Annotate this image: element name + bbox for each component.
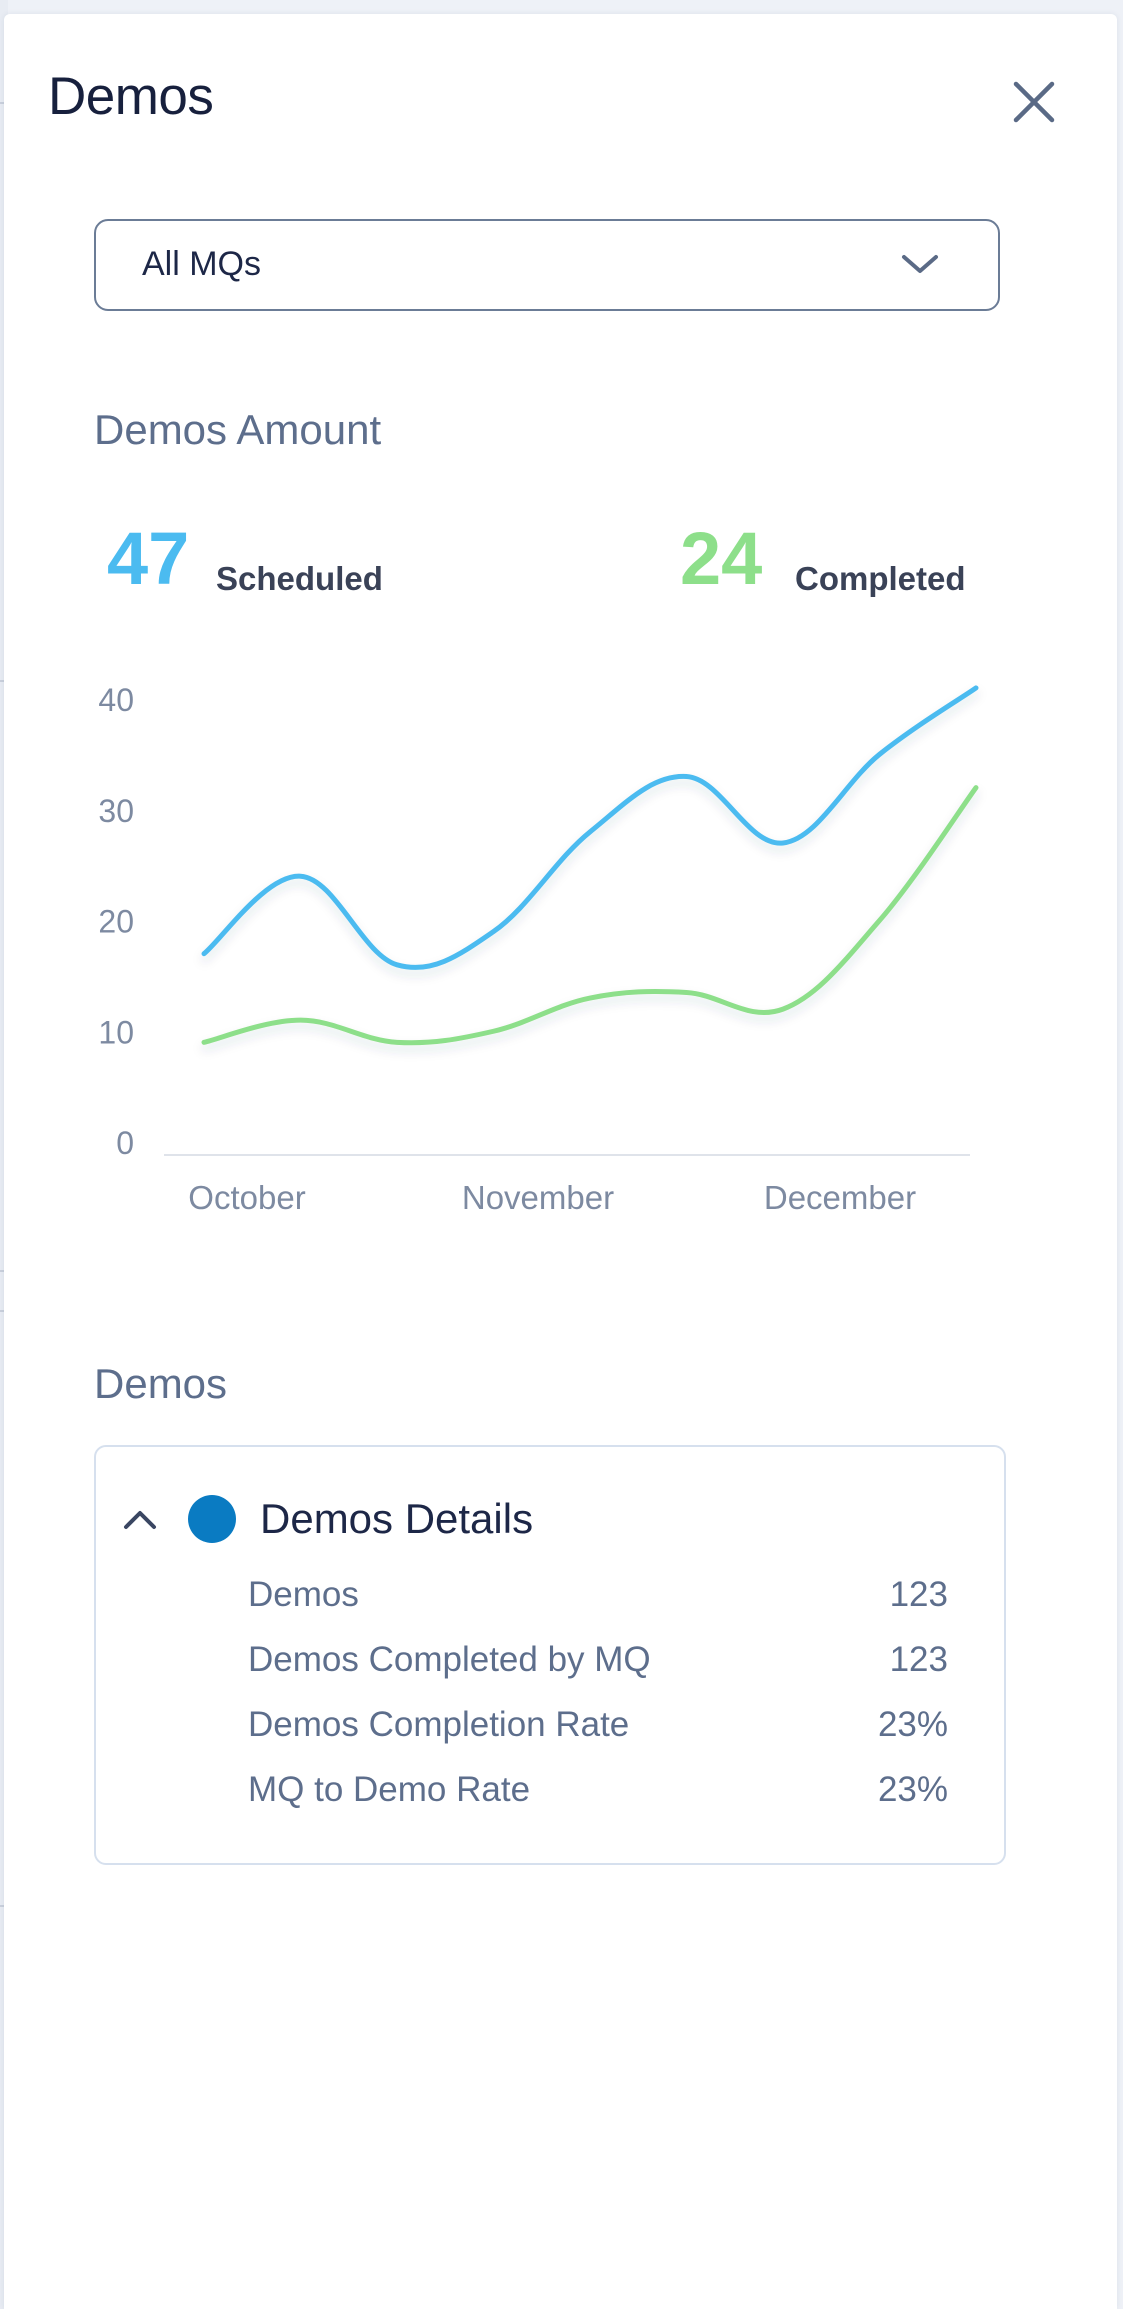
y-tick-label: 40 (98, 682, 134, 718)
demos-section-title: Demos (94, 1360, 228, 1407)
detail-row-label: MQ to Demo Rate (248, 1770, 531, 1809)
completed-label: Completed (795, 560, 966, 597)
demos-amount-title: Demos Amount (94, 406, 382, 453)
demos-details-title: Demos Details (260, 1495, 534, 1542)
x-tick-label: December (764, 1179, 916, 1216)
detail-row-value: 123 (889, 1640, 948, 1679)
background-divider (0, 680, 6, 682)
mq-filter-dropdown[interactable]: All MQs (94, 219, 1000, 311)
y-tick-label: 0 (116, 1125, 134, 1161)
scheduled-label: Scheduled (216, 560, 383, 597)
demos-line-chart: 40 30 20 10 0 October November December (98, 682, 979, 1216)
demos-details-card: Demos Details Demos 123 Demos Completed by… (94, 1445, 1006, 1865)
detail-row-value: 23% (877, 1705, 948, 1744)
chevron-down-icon (902, 255, 938, 273)
detail-row-value: 23% (877, 1770, 948, 1809)
x-tick-label: October (188, 1179, 305, 1216)
completed-count: 24 (680, 517, 763, 600)
background-divider (0, 102, 6, 104)
x-tick-label: November (462, 1179, 614, 1216)
y-tick-label: 30 (98, 793, 134, 829)
detail-row: Demos Completed by MQ 123 (248, 1640, 948, 1690)
scheduled-count: 47 (107, 517, 190, 600)
detail-row-label: Demos Completion Rate (248, 1705, 630, 1744)
detail-row-value: 123 (889, 1575, 948, 1614)
y-tick-label: 20 (98, 904, 134, 940)
close-button[interactable] (1006, 74, 1062, 130)
detail-row-label: Demos Completed by MQ (248, 1640, 651, 1679)
close-icon (1013, 81, 1055, 123)
series-line-completed (201, 785, 979, 1046)
panel-title: Demos (48, 67, 214, 126)
detail-row: MQ to Demo Rate 23% (248, 1770, 948, 1820)
demos-details-dot (188, 1495, 236, 1543)
detail-row: Demos Completion Rate 23% (248, 1705, 948, 1755)
detail-row: Demos 123 (248, 1575, 948, 1625)
y-tick-label: 10 (98, 1014, 134, 1050)
background-divider (0, 1905, 6, 1907)
background-divider (0, 1310, 6, 1312)
series-line-scheduled (201, 685, 979, 970)
demos-panel: Demos All MQs Demos Amount 47 Scheduled … (4, 14, 1117, 2309)
background-divider (0, 1270, 6, 1272)
mq-filter-value: All MQs (142, 245, 261, 283)
detail-row-label: Demos (248, 1575, 359, 1614)
chevron-up-icon (124, 1511, 156, 1529)
demos-details-toggle[interactable]: Demos Details (120, 1489, 533, 1549)
